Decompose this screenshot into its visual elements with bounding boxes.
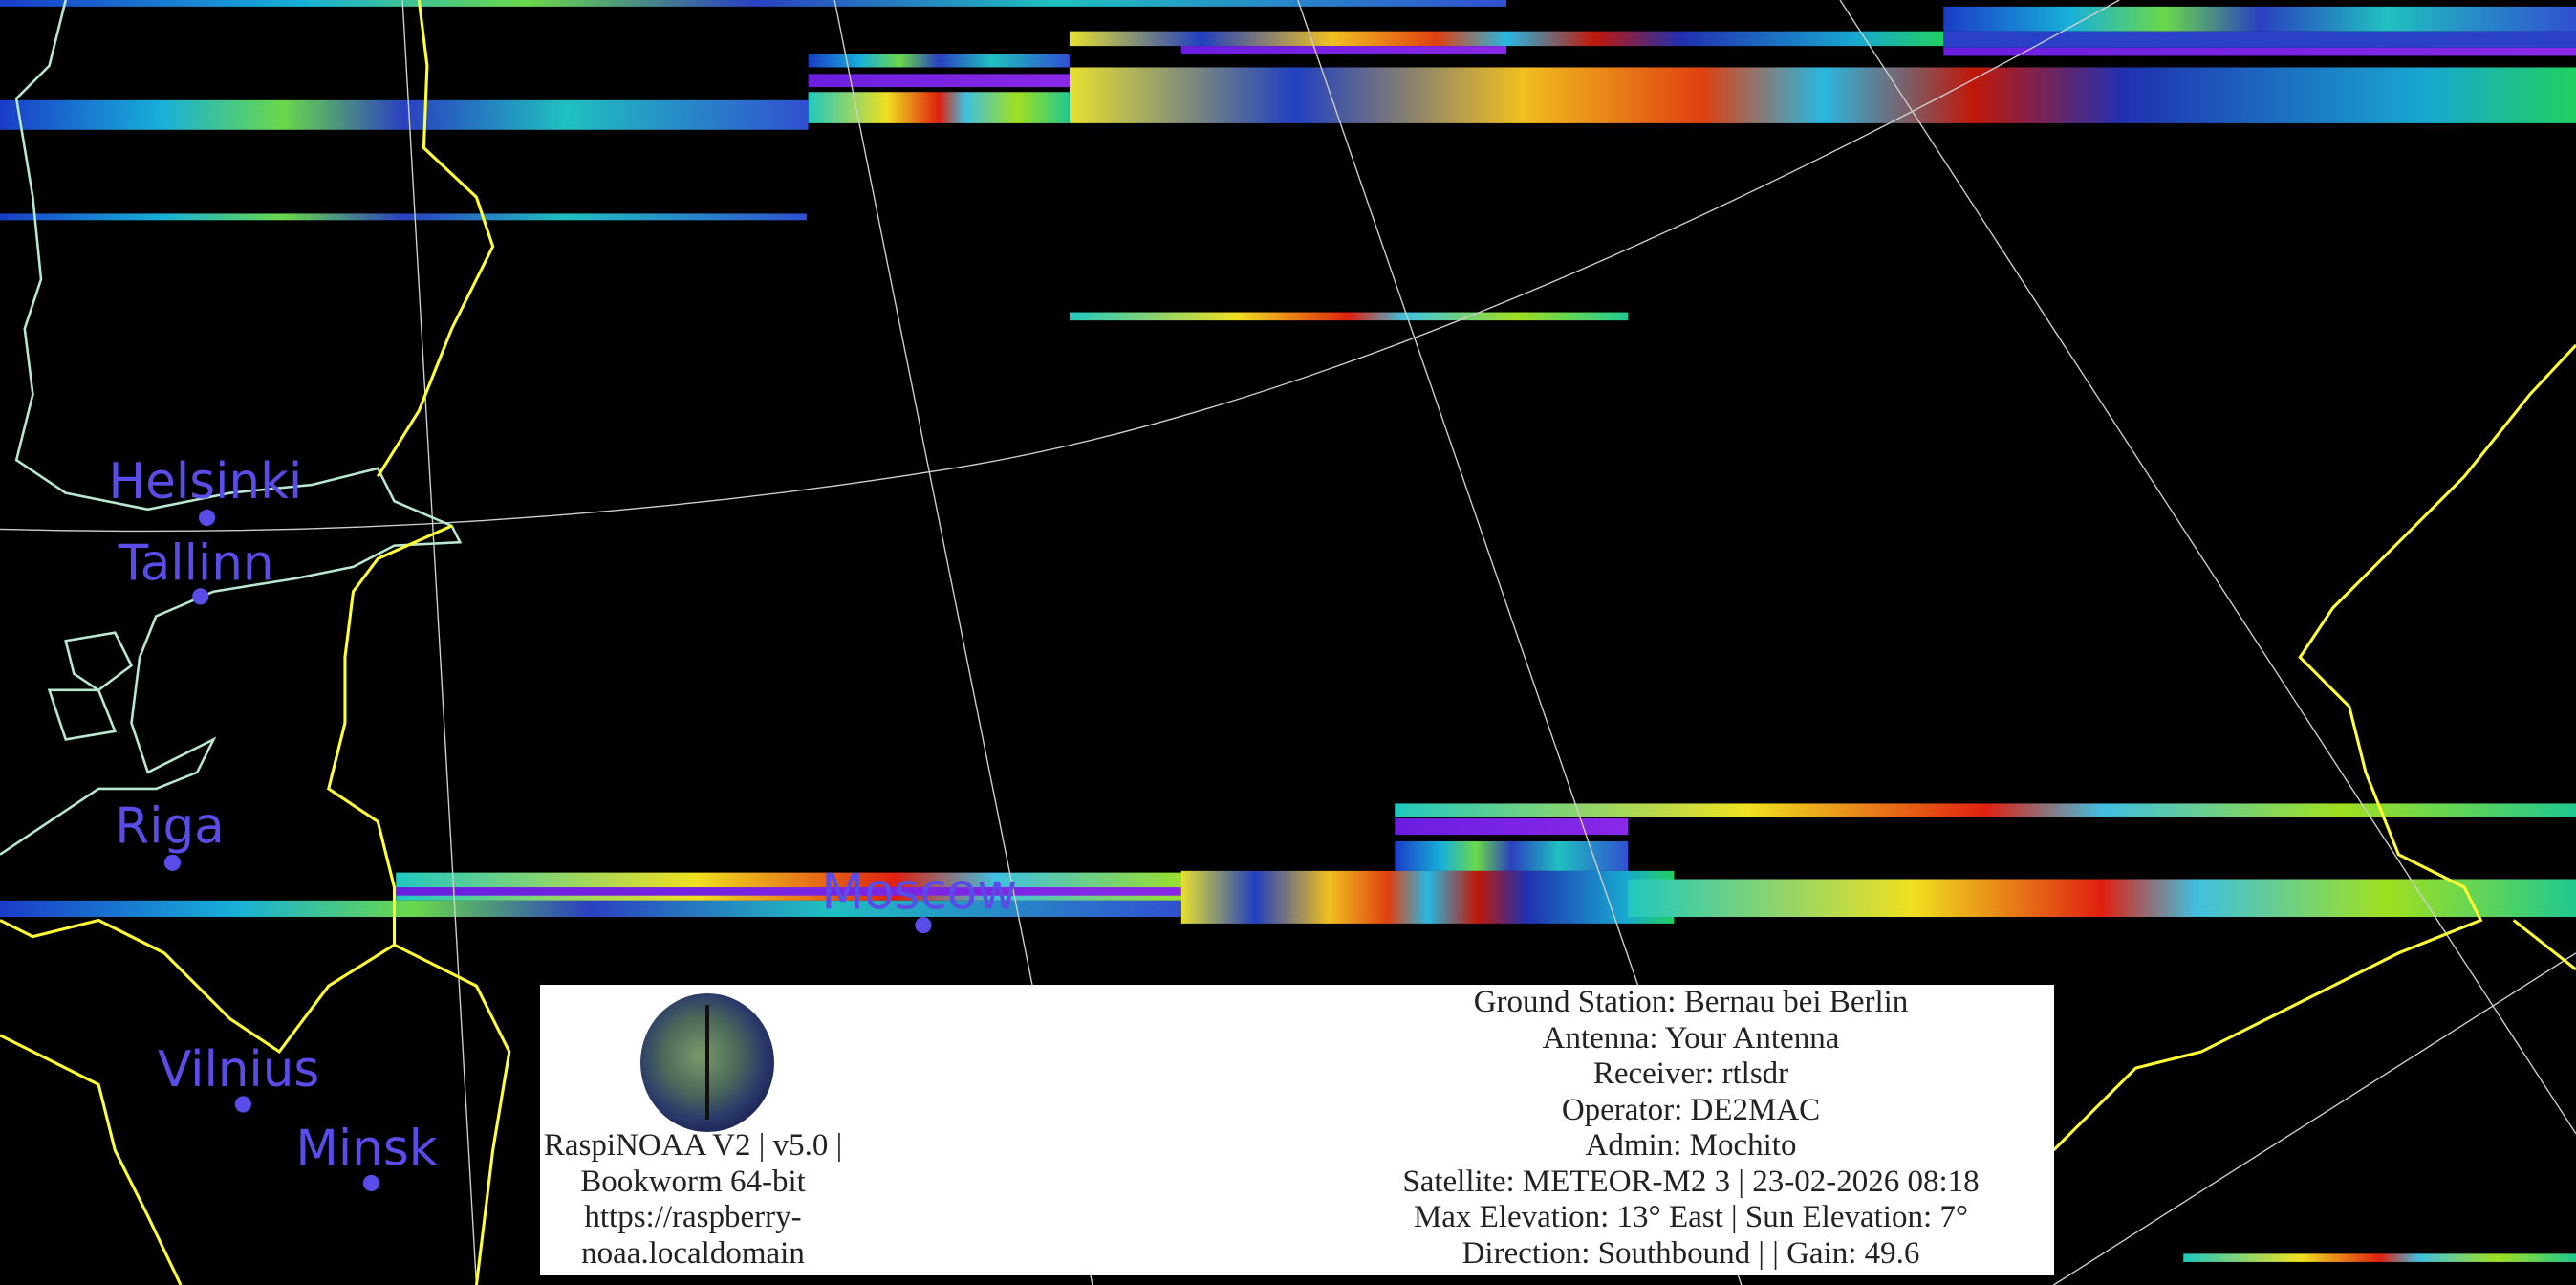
- grid-line: [2053, 952, 2576, 1285]
- imagery-strip: [2183, 1253, 2576, 1262]
- city-label: Moscow: [821, 863, 1017, 921]
- city-marker: [198, 509, 216, 526]
- grid-line: [1839, 0, 2576, 1135]
- cities: Helsinki Tallinn Riga Moscow Vilnius Min…: [108, 453, 1017, 1192]
- info-panel: RaspiNOAA V2 | v5.0 | Bookworm 64-bit ht…: [540, 985, 2054, 1275]
- grid-line: [401, 0, 478, 1285]
- imagery-strip: [0, 213, 807, 221]
- software-line: Bookworm 64-bit: [580, 1164, 806, 1199]
- city-marker: [362, 1174, 380, 1192]
- imagery-strip: [808, 74, 1070, 88]
- operator: Operator: DE2MAC: [1561, 1092, 1821, 1127]
- imagery-strip: [1628, 879, 2576, 918]
- city-label: Minsk: [295, 1121, 437, 1178]
- imagery-strip: [808, 54, 1070, 68]
- city-helsinki: Helsinki: [108, 453, 302, 526]
- city-marker: [234, 1096, 251, 1113]
- city-marker: [192, 588, 209, 605]
- logo-antenna-icon: [705, 1005, 709, 1120]
- city-label: Vilnius: [158, 1041, 319, 1099]
- city-label: Helsinki: [108, 453, 302, 511]
- city-minsk: Minsk: [295, 1121, 438, 1192]
- city-marker: [915, 917, 932, 934]
- ground-station: Ground Station: Bernau bei Berlin: [1473, 985, 1909, 1019]
- software-line: noaa.localdomain: [581, 1235, 805, 1271]
- satellite-pass: Satellite: METEOR-M2 3 | 23-02-2026 08:1…: [1402, 1164, 1980, 1199]
- imagery-strip: [1069, 67, 2576, 123]
- city-riga: Riga: [115, 798, 225, 871]
- software-line: RaspiNOAA V2 | v5.0 |: [543, 1128, 843, 1163]
- imagery-strip: [0, 0, 1507, 7]
- software-line: https://raspberry-: [584, 1200, 802, 1234]
- imagery-strip: [1395, 840, 1629, 871]
- imagery-strip: [808, 92, 1070, 123]
- imagery-strip: [0, 99, 809, 130]
- city-vilnius: Vilnius: [158, 1041, 319, 1113]
- city-moscow: Moscow: [821, 863, 1017, 934]
- imagery-strip: [0, 900, 1181, 918]
- receiver: Receiver: rtlsdr: [1592, 1056, 1789, 1091]
- imagery-strip: [1180, 46, 1507, 54]
- antenna: Antenna: Your Antenna: [1542, 1020, 1840, 1056]
- pass-details: Ground Station: Bernau bei Berlin Antenn…: [1328, 985, 2054, 1272]
- imagery-strip: [1069, 31, 1944, 47]
- coastline: [0, 0, 463, 856]
- admin: Admin: Mochito: [1585, 1128, 1797, 1163]
- software-info: RaspiNOAA V2 | v5.0 | Bookworm 64-bit ht…: [540, 985, 846, 1275]
- imagery-strip: [1180, 870, 1675, 924]
- city-label: Tallinn: [118, 535, 274, 593]
- imagery-strip: [396, 887, 1284, 896]
- imagery-strip: [1069, 312, 1629, 321]
- raspinoaa-logo: [640, 993, 774, 1132]
- imagery-strip: [1943, 47, 2576, 56]
- direction-gain: Direction: Southbound | | Gain: 49.6: [1461, 1235, 1920, 1271]
- city-tallinn: Tallinn: [118, 535, 274, 605]
- imagery-strip: [1395, 803, 2576, 817]
- imagery-strip: [1943, 6, 2576, 32]
- city-marker: [163, 854, 182, 871]
- city-label: Riga: [115, 798, 224, 856]
- imagery-strip: [1395, 817, 1629, 836]
- grid-line: [0, 0, 2120, 533]
- elevation: Max Elevation: 13° East | Sun Elevation:…: [1413, 1200, 1969, 1234]
- imagery-strip: [1943, 31, 2576, 48]
